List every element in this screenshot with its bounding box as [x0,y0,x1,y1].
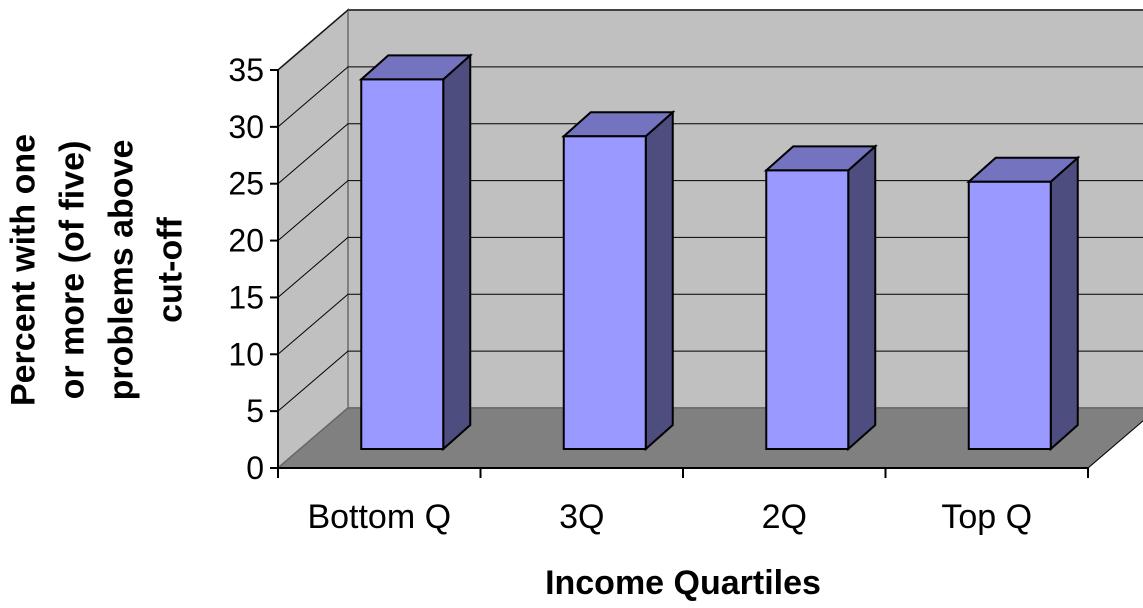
y-axis-title-line: problems above [103,140,141,401]
y-tick-label: 25 [228,166,264,202]
bars [358,53,1081,452]
y-tick-label: 5 [246,393,264,429]
bar-front [967,180,1052,450]
bar [561,110,676,452]
gridline [277,350,1143,412]
bar [358,53,473,452]
bar-side [644,110,674,452]
x-tick-label: Bottom Q [307,498,451,536]
bar-side [442,53,472,452]
bar [966,155,1081,452]
bar-front [360,78,445,451]
y-tick-label: 10 [228,336,264,372]
gridline [277,66,1143,128]
y-axis-title-line: cut-off [152,216,190,322]
y-axis-title: Percent with one or more (of five) problem… [5,134,190,406]
y-axis-title-line: or more (of five) [54,141,92,400]
bar [763,144,878,452]
chart-walls [276,7,1143,471]
bar-side [847,144,877,452]
bar-front [562,135,647,451]
gridlines [277,9,1143,412]
y-tick-label: 0 [246,450,264,486]
gridline [277,236,1143,298]
x-axis-title: Income Quartiles [545,564,821,602]
gridline [277,293,1143,355]
gridline [277,9,1143,71]
gridline [277,180,1143,241]
gridline [277,123,1143,185]
bar-front [765,169,850,450]
y-tick-label: 20 [228,223,264,259]
y-axis-title-line: Percent with one [5,134,43,406]
x-tick-labels: Bottom Q 3Q 2Q Top Q [307,498,1032,536]
y-tick-label: 35 [228,52,264,88]
x-tick-label: 2Q [762,498,807,536]
bar-side [1049,155,1079,452]
x-tick-label: Top Q [941,498,1032,536]
y-tick-labels: 0 5 10 15 20 25 30 35 [228,52,264,486]
axes [270,69,1143,478]
y-tick-label: 15 [228,279,264,315]
x-tick-label: 3Q [559,498,604,536]
side-wall [277,7,349,471]
floor-edge [1087,420,1143,469]
y-tick-label: 30 [228,109,264,145]
